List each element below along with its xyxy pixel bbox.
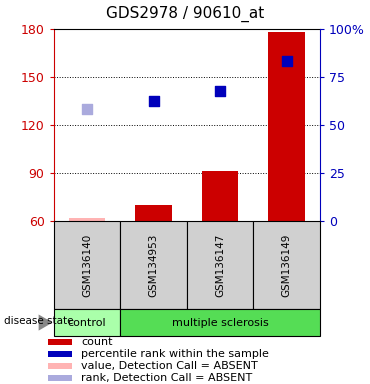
Bar: [48, 351, 72, 358]
Polygon shape: [38, 314, 53, 331]
Bar: [48, 375, 72, 381]
Text: rank, Detection Call = ABSENT: rank, Detection Call = ABSENT: [81, 373, 253, 383]
Text: disease state: disease state: [4, 316, 73, 326]
Bar: [54, 221, 120, 309]
Text: GSM136147: GSM136147: [215, 233, 225, 297]
Text: multiple sclerosis: multiple sclerosis: [172, 318, 269, 328]
Bar: [48, 339, 72, 345]
Text: value, Detection Call = ABSENT: value, Detection Call = ABSENT: [81, 361, 258, 371]
Text: GSM134953: GSM134953: [148, 233, 159, 297]
Text: count: count: [81, 337, 113, 347]
Point: [217, 88, 223, 94]
Bar: [202, 171, 238, 221]
Bar: [120, 309, 320, 336]
Bar: [69, 218, 105, 221]
Text: percentile rank within the sample: percentile rank within the sample: [81, 349, 269, 359]
Text: GDS2978 / 90610_at: GDS2978 / 90610_at: [106, 5, 264, 22]
Point: [84, 106, 90, 112]
Bar: [48, 362, 72, 369]
Text: GSM136149: GSM136149: [282, 233, 292, 297]
Bar: [253, 221, 320, 309]
Bar: [135, 205, 172, 221]
Point: [151, 98, 157, 104]
Bar: [120, 221, 187, 309]
Bar: [54, 309, 120, 336]
Text: control: control: [68, 318, 106, 328]
Point: [284, 58, 290, 64]
Bar: [187, 221, 253, 309]
Text: GSM136140: GSM136140: [82, 233, 92, 296]
Bar: [269, 32, 305, 221]
